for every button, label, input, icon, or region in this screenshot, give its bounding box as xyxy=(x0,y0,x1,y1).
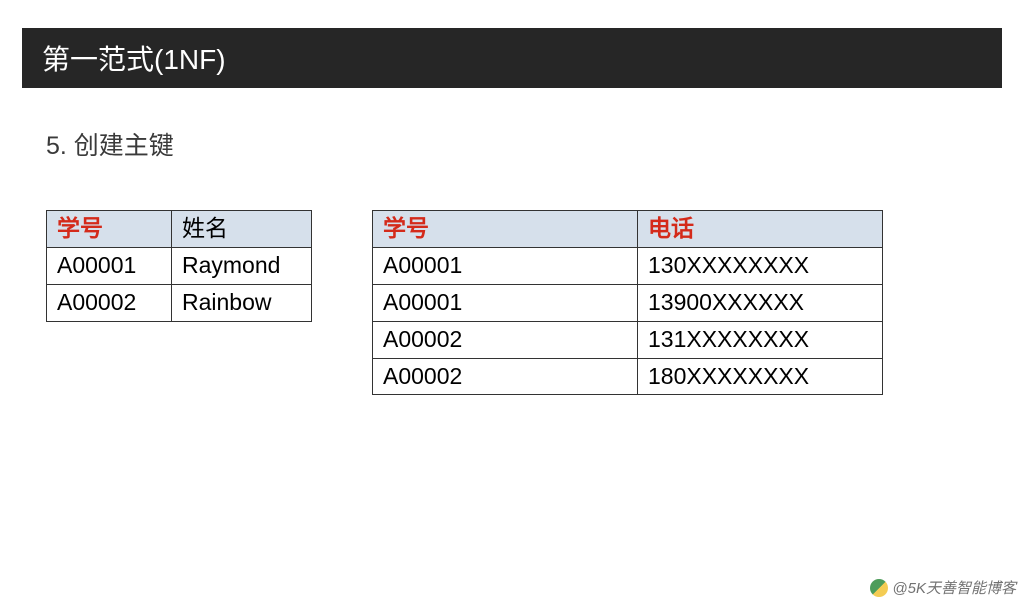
table-row: A00002 Rainbow xyxy=(47,284,312,321)
cell: A00001 xyxy=(47,247,172,284)
watermark: @5K天善智能博客 xyxy=(870,577,1016,598)
table-header-row: 学号 电话 xyxy=(373,211,883,248)
cell: 131XXXXXXXX xyxy=(638,321,883,358)
col-student-id: 学号 xyxy=(47,211,172,248)
cell: 180XXXXXXXX xyxy=(638,358,883,395)
table-row: A00002 180XXXXXXXX xyxy=(373,358,883,395)
col-student-id: 学号 xyxy=(373,211,638,248)
cell: 13900XXXXXX xyxy=(638,284,883,321)
cell: A00002 xyxy=(373,358,638,395)
subtitle: 5. 创建主键 xyxy=(46,126,1024,162)
cell: A00002 xyxy=(47,284,172,321)
cell: Raymond xyxy=(172,247,312,284)
table-row: A00001 130XXXXXXXX xyxy=(373,247,883,284)
table-row: A00002 131XXXXXXXX xyxy=(373,321,883,358)
title-bar: 第一范式(1NF) xyxy=(22,28,1002,88)
table-students: 学号 姓名 A00001 Raymond A00002 Rainbow xyxy=(46,210,312,322)
cell: Rainbow xyxy=(172,284,312,321)
col-phone: 电话 xyxy=(638,211,883,248)
col-name: 姓名 xyxy=(172,211,312,248)
page-title: 第一范式(1NF) xyxy=(42,44,226,75)
table-phones: 学号 电话 A00001 130XXXXXXXX A00001 13900XXX… xyxy=(372,210,883,395)
table-row: A00001 Raymond xyxy=(47,247,312,284)
table-header-row: 学号 姓名 xyxy=(47,211,312,248)
cell: A00001 xyxy=(373,284,638,321)
tables-container: 学号 姓名 A00001 Raymond A00002 Rainbow 学号 电… xyxy=(46,210,1024,395)
cell: A00002 xyxy=(373,321,638,358)
logo-icon xyxy=(870,579,888,597)
cell: A00001 xyxy=(373,247,638,284)
cell: 130XXXXXXXX xyxy=(638,247,883,284)
watermark-text: @5K天善智能博客 xyxy=(892,577,1016,598)
table-row: A00001 13900XXXXXX xyxy=(373,284,883,321)
